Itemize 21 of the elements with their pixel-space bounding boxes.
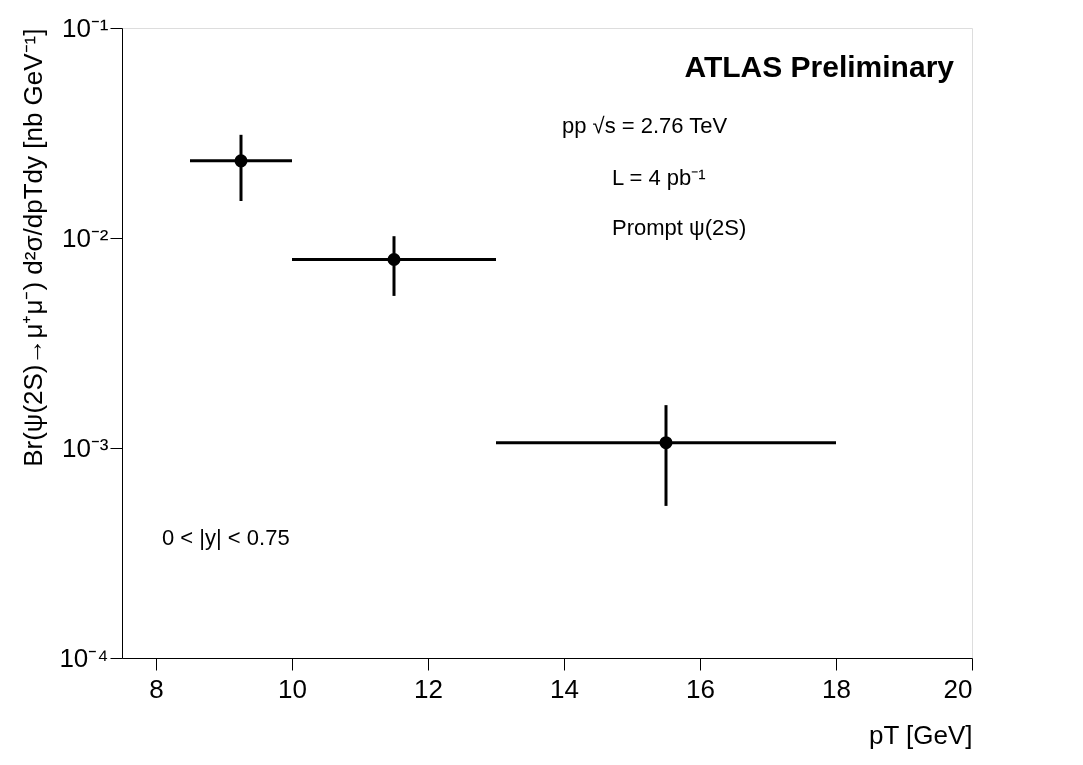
y-tick-label: 10⁻³: [61, 432, 109, 463]
y-axis-title: Br(ψ(2S)→μ⁺μ⁻) d²σ/dpTdy [nb GeV⁻¹]: [18, 28, 49, 467]
x-tick-label: 14: [550, 673, 579, 704]
y-tick-label: 10⁻²: [61, 222, 109, 253]
annotation: ATLAS Preliminary: [684, 50, 955, 83]
point: [234, 154, 248, 168]
x-axis-title: pT [GeV]: [868, 719, 973, 750]
y-tick-label: 10⁻⁴: [59, 642, 109, 673]
point: [659, 436, 673, 450]
x-tick-label: 8: [149, 673, 164, 704]
x-tick-label: 18: [822, 673, 851, 704]
x-tick-label: 16: [686, 673, 715, 704]
x-tick-label: 20: [943, 673, 973, 704]
annotation: Prompt ψ(2S): [612, 215, 747, 240]
annotation: 0 < |y| < 0.75: [162, 525, 290, 550]
x-tick-label: 12: [414, 673, 443, 704]
annotation: pp √s = 2.76 TeV: [562, 113, 728, 138]
point: [387, 252, 401, 266]
x-tick-label: 10: [278, 673, 307, 704]
annotation: L = 4 pb⁻¹: [612, 165, 706, 190]
y-tick-label: 10⁻¹: [61, 12, 109, 43]
